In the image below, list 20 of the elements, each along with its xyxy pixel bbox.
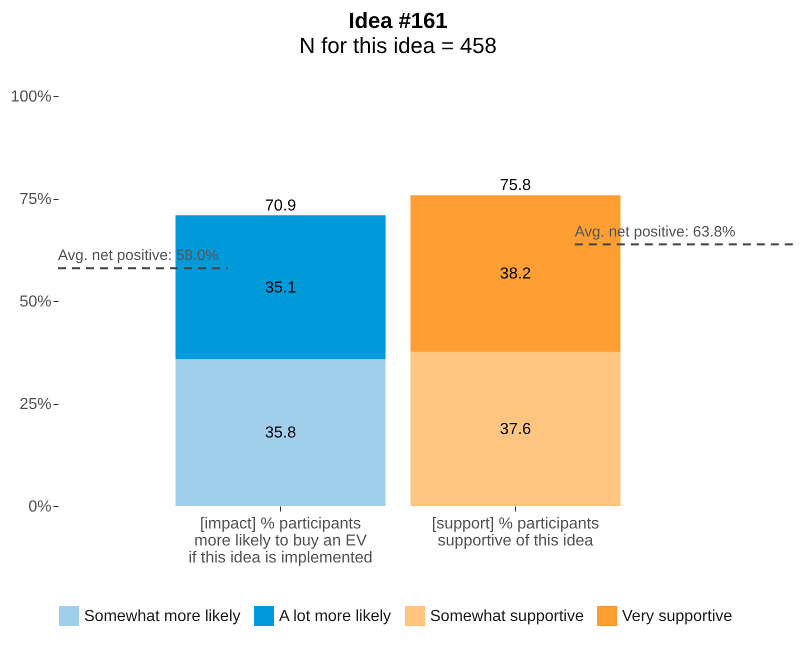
data-label: 35.8 — [264, 424, 296, 442]
legend-label: A lot more likely — [279, 608, 392, 625]
data-label: 38.2 — [500, 266, 532, 283]
ref-line-label: Avg. net positive: 58.0% — [58, 247, 219, 264]
total-label: 70.9 — [264, 197, 296, 214]
chart-title: Idea #161 — [348, 8, 448, 33]
chart-subtitle: N for this idea = 458 — [299, 33, 497, 58]
y-tick-label: 0% — [28, 498, 52, 516]
total-label: 75.8 — [500, 177, 532, 194]
legend-label: Somewhat more likely — [84, 608, 240, 625]
legend-label: Somewhat supportive — [430, 608, 584, 625]
y-tick-label: 50% — [19, 294, 52, 310]
y-tick-label: 100% — [10, 88, 52, 106]
x-tick-label: [impact] % participants more likely to buy an EV if this idea is implemented — [188, 516, 373, 566]
x-tick-label: [support] % participants supportive of this idea — [432, 516, 600, 550]
legend-label: Very supportive — [622, 608, 732, 625]
y-tick-label: 75% — [19, 191, 52, 208]
data-label: 35.1 — [264, 279, 296, 296]
data-label: 37.6 — [500, 420, 532, 438]
y-tick-label: 25% — [19, 396, 52, 413]
